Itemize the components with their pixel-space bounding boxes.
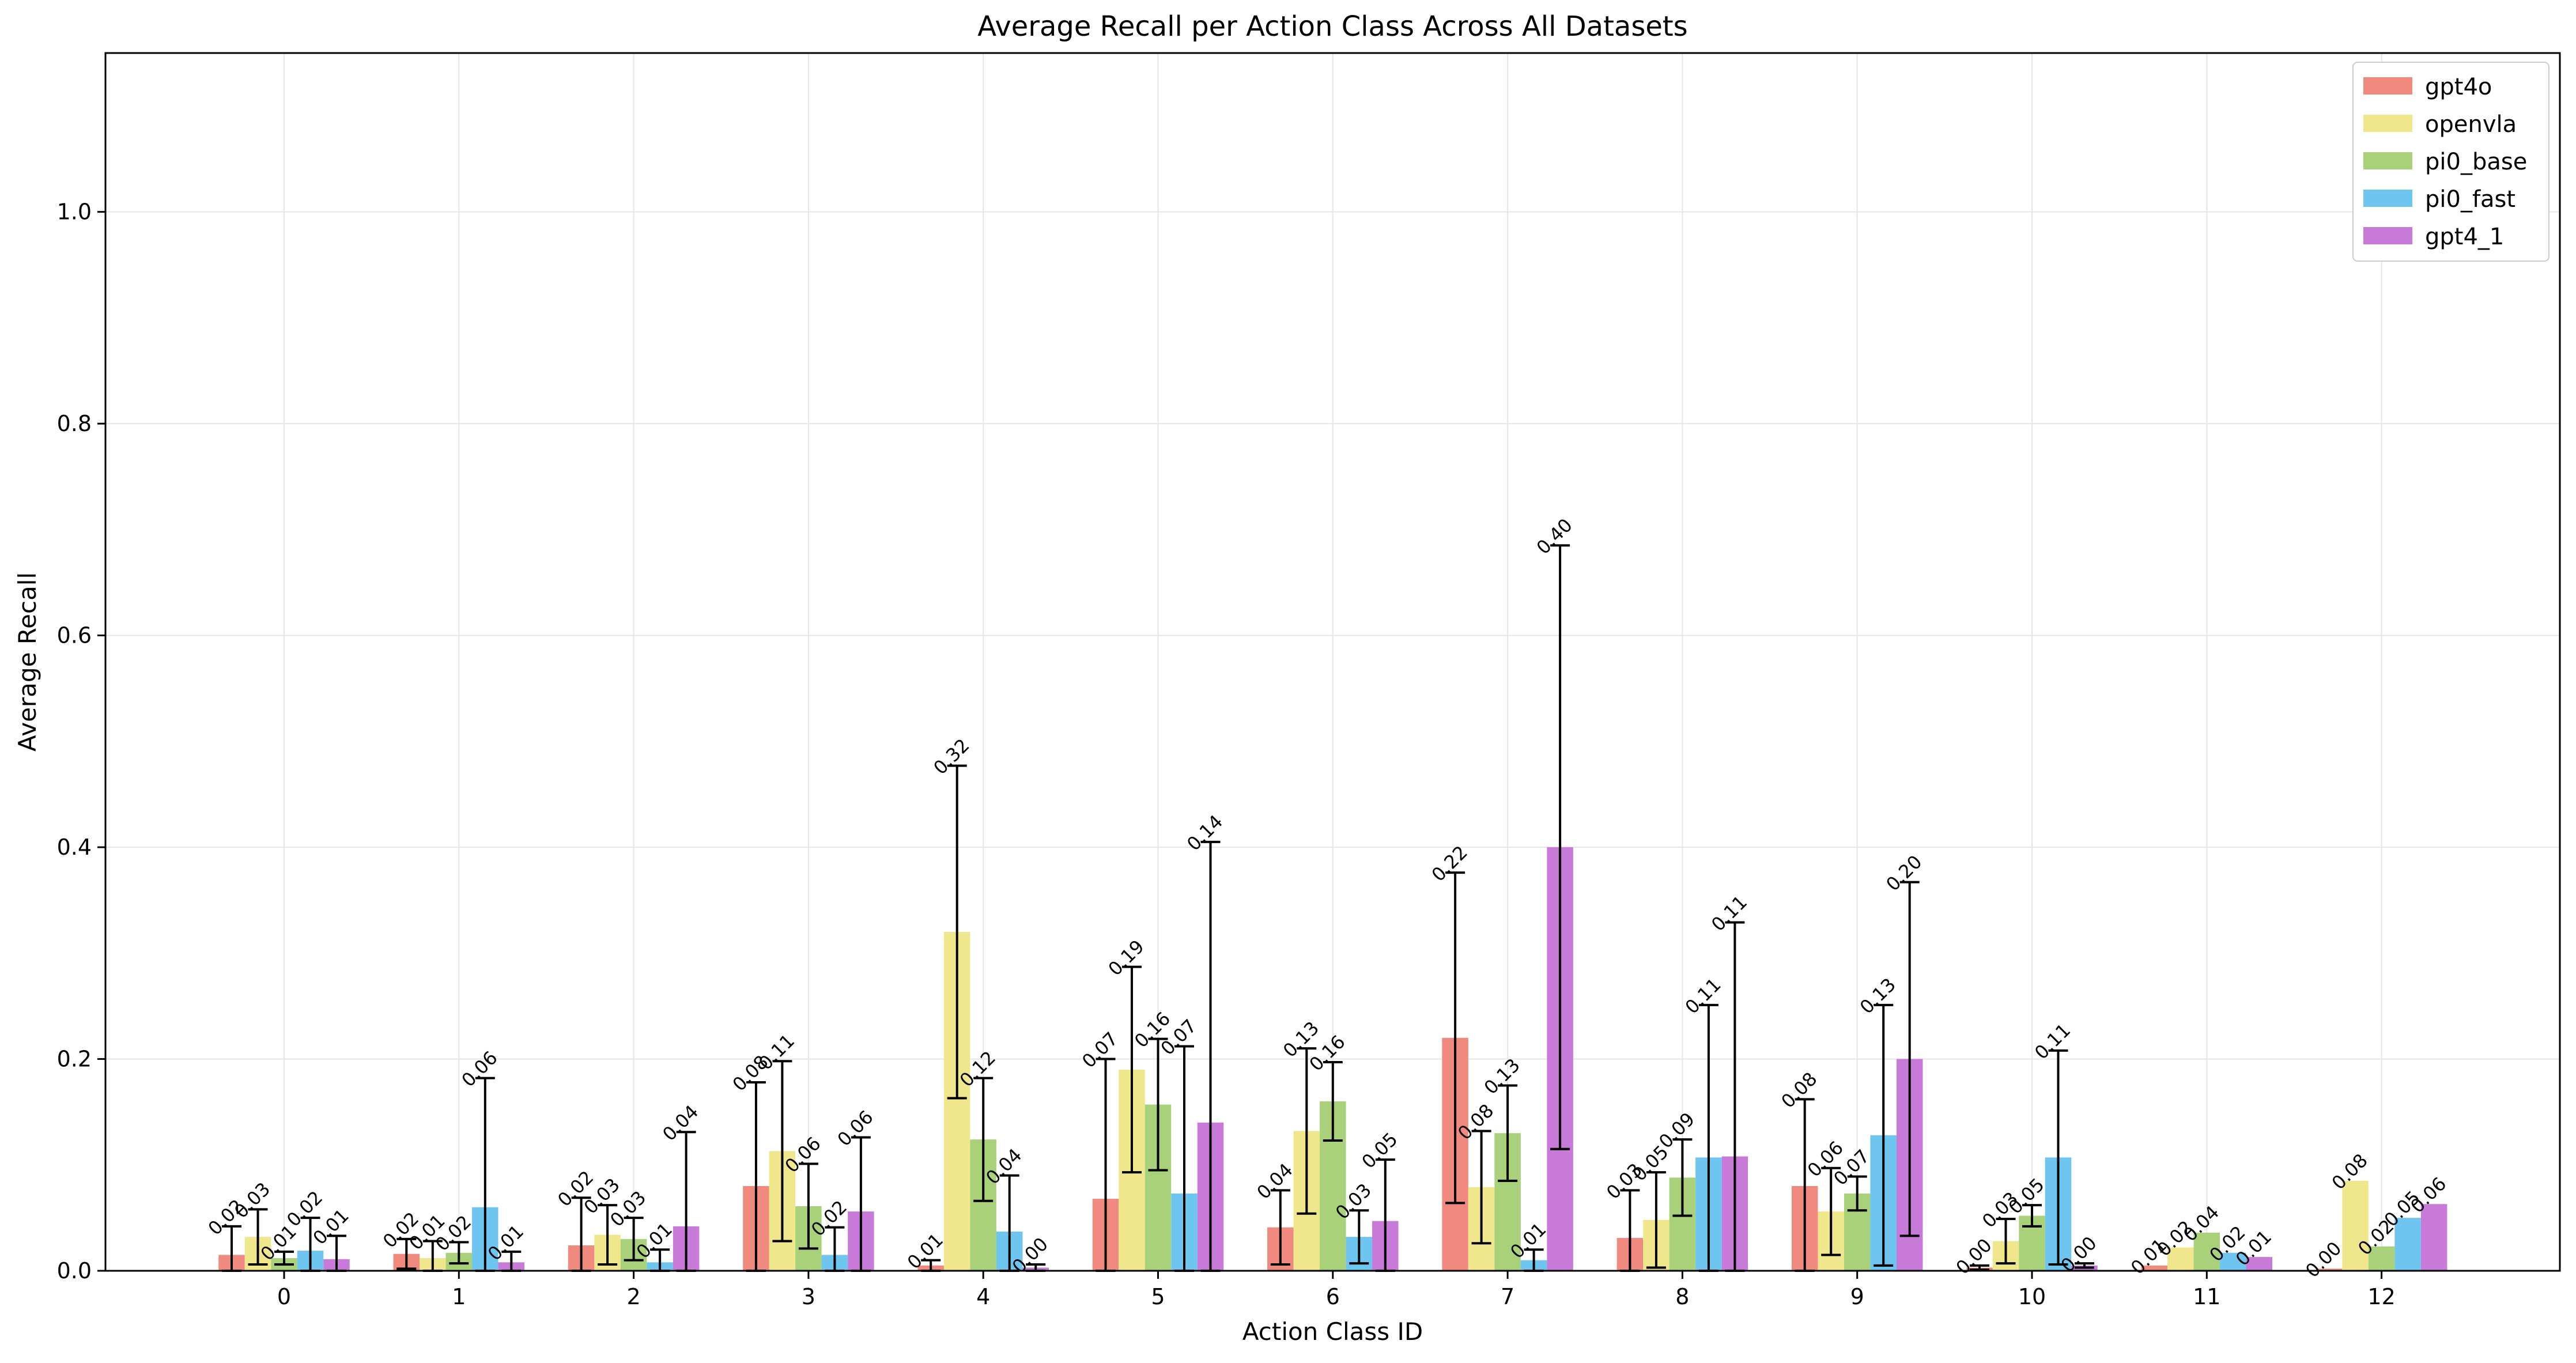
data-label-openvla: 0.32 (929, 734, 973, 779)
data-label-pi0_fast: 0.11 (2030, 1019, 2075, 1063)
legend-swatch-openvla (2363, 115, 2412, 132)
x-tick-label: 0 (277, 1284, 291, 1309)
y-axis-ticks: 0.0 0.2 0.4 0.6 0.8 1.0 (57, 199, 105, 1283)
chart-title: Average Recall per Action Class Across A… (977, 10, 1687, 43)
x-tick-label: 7 (1501, 1284, 1514, 1309)
legend-label-gpt4o: gpt4o (2425, 74, 2492, 100)
x-tick-label: 5 (1151, 1284, 1165, 1309)
bar-pi0_base (2193, 1232, 2220, 1271)
bar-gpt4_1 (2420, 1204, 2447, 1271)
bar-gpt4o (2316, 1268, 2343, 1271)
y-tick-label: 0.6 (57, 623, 92, 648)
y-tick-label: 0.8 (57, 411, 92, 436)
y-axis-label: Average Recall (13, 572, 41, 752)
x-tick-label: 4 (976, 1284, 990, 1309)
data-label-pi0_fast: 0.06 (457, 1047, 501, 1091)
x-tick-label: 12 (2367, 1284, 2395, 1309)
error-bars (222, 544, 2094, 1272)
legend-box (2352, 62, 2549, 262)
bar-gpt4_1 (2246, 1257, 2273, 1271)
legend-swatch-gpt4_1 (2363, 227, 2412, 244)
data-label-gpt4o: 0.00 (1952, 1234, 1996, 1278)
data-label-gpt4_1: 0.40 (1532, 514, 1577, 558)
grid-lines (105, 53, 2560, 1271)
y-tick-label: 1.0 (57, 199, 92, 225)
data-label-pi0_base: 0.13 (1480, 1054, 1524, 1098)
data-label-pi0_fast: 0.13 (1856, 973, 1900, 1018)
x-tick-label: 11 (2193, 1284, 2220, 1309)
data-label-gpt4_1: 0.05 (1357, 1128, 1402, 1173)
legend-swatch-pi0_fast (2363, 190, 2412, 207)
data-label-gpt4_1: 0.14 (1183, 810, 1227, 855)
bar-pi0_fast (2220, 1252, 2246, 1271)
x-tick-label: 1 (452, 1284, 466, 1309)
x-axis-label: Action Class ID (1242, 1317, 1423, 1346)
data-label-gpt4_1: 0.04 (658, 1101, 702, 1145)
data-label-gpt4o: 0.04 (1252, 1159, 1297, 1203)
data-label-gpt4o: 0.22 (1427, 841, 1472, 886)
y-tick-label: 0.4 (57, 835, 92, 860)
bar-gpt4o (2141, 1265, 2168, 1271)
data-label-gpt4_1: 0.11 (1707, 891, 1751, 935)
y-tick-label: 0.0 (57, 1258, 92, 1283)
bar-openvla (2342, 1180, 2369, 1271)
legend-swatch-gpt4o (2363, 77, 2412, 95)
data-label-gpt4o: 0.00 (2301, 1237, 2345, 1282)
legend-label-pi0_base: pi0_base (2425, 149, 2527, 175)
legend-label-openvla: openvla (2425, 111, 2517, 138)
bar-openvla (2167, 1247, 2194, 1271)
data-label-openvla: 0.19 (1104, 935, 1149, 980)
x-axis-ticks: 0 1 2 3 4 5 6 7 8 9 10 11 12 (277, 1271, 2396, 1309)
x-tick-label: 2 (627, 1284, 641, 1309)
bar-pi0_base (2368, 1246, 2395, 1271)
legend-label-gpt4_1: gpt4_1 (2425, 224, 2504, 250)
x-tick-label: 3 (802, 1284, 815, 1309)
data-label-gpt4o: 0.08 (1777, 1068, 1821, 1112)
x-tick-label: 9 (1850, 1284, 1864, 1309)
data-label-gpt4o: 0.07 (1078, 1028, 1122, 1072)
x-tick-label: 10 (2018, 1284, 2046, 1309)
data-label-pi0_fast: 0.11 (1680, 973, 1725, 1018)
legend-label-pi0_fast: pi0_fast (2425, 186, 2515, 213)
legend: gpt4o openvla pi0_base pi0_fast gpt4_1 (2352, 62, 2549, 262)
data-label-gpt4_1: 0.06 (833, 1106, 877, 1150)
y-tick-label: 0.2 (57, 1047, 92, 1072)
data-label-gpt4_1: 0.20 (1882, 851, 1926, 895)
x-tick-label: 8 (1675, 1284, 1689, 1309)
bar-pi0_fast (2394, 1218, 2421, 1271)
legend-swatch-pi0_base (2363, 152, 2412, 169)
x-tick-label: 6 (1326, 1284, 1340, 1309)
